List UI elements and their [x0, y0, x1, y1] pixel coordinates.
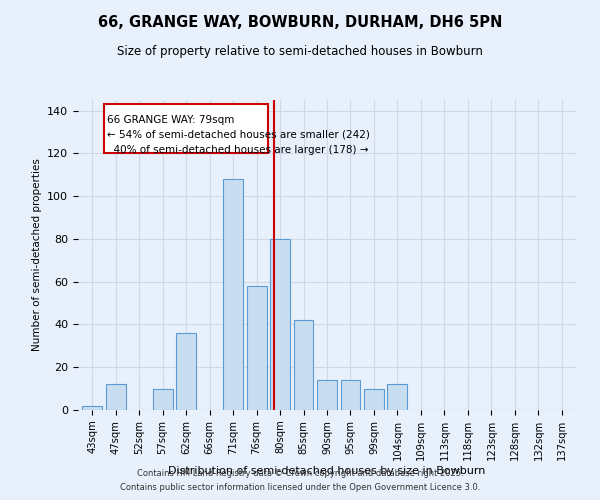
Text: Size of property relative to semi-detached houses in Bowburn: Size of property relative to semi-detach…	[117, 45, 483, 58]
Bar	[341, 380, 361, 410]
Bar	[293, 320, 313, 410]
X-axis label: Distribution of semi-detached houses by size in Bowburn: Distribution of semi-detached houses by …	[169, 466, 485, 475]
Bar	[223, 179, 243, 410]
Text: 40% of semi-detached houses are larger (178) →: 40% of semi-detached houses are larger (…	[107, 145, 369, 155]
Text: ← 54% of semi-detached houses are smaller (242): ← 54% of semi-detached houses are smalle…	[107, 130, 370, 140]
Text: Contains HM Land Registry data © Crown copyright and database right 2025.: Contains HM Land Registry data © Crown c…	[137, 468, 463, 477]
Text: 66 GRANGE WAY: 79sqm: 66 GRANGE WAY: 79sqm	[107, 115, 235, 125]
Bar	[388, 384, 407, 410]
Text: 66, GRANGE WAY, BOWBURN, DURHAM, DH6 5PN: 66, GRANGE WAY, BOWBURN, DURHAM, DH6 5PN	[98, 15, 502, 30]
Bar	[247, 286, 266, 410]
Bar	[270, 239, 290, 410]
Bar	[152, 388, 173, 410]
Text: Contains public sector information licensed under the Open Government Licence 3.: Contains public sector information licen…	[120, 484, 480, 492]
Bar	[364, 388, 384, 410]
Bar	[106, 384, 125, 410]
Bar	[176, 333, 196, 410]
Bar	[317, 380, 337, 410]
Y-axis label: Number of semi-detached properties: Number of semi-detached properties	[32, 158, 41, 352]
FancyBboxPatch shape	[104, 104, 268, 154]
Bar	[82, 406, 102, 410]
